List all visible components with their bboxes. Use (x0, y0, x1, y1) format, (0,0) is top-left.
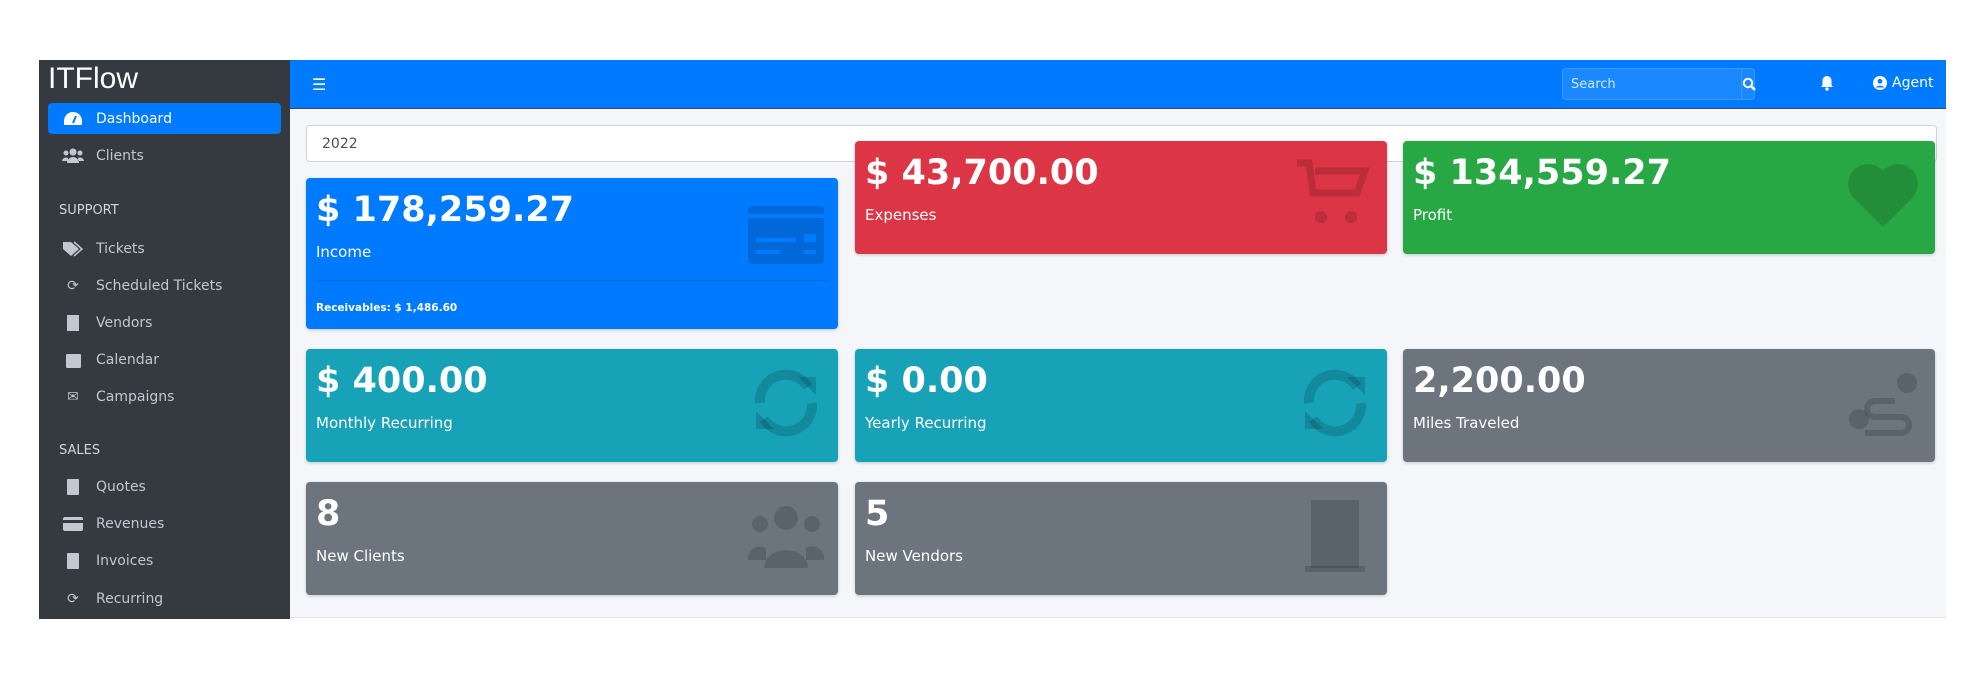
search-icon (1742, 77, 1756, 91)
user-menu[interactable]: Agent (1873, 75, 1933, 91)
route-icon (1849, 373, 1917, 436)
expenses-card[interactable]: $ 43,700.00 Expenses (855, 141, 1387, 254)
sidebar-item-label: Vendors (96, 314, 153, 331)
clients-label: New Clients (316, 547, 405, 565)
miles-card[interactable]: 2,200.00 Miles Traveled (1403, 349, 1935, 462)
sidebar-item-campaigns[interactable]: ✉ Campaigns (48, 381, 281, 412)
sidebar-item-label: Campaigns (96, 388, 175, 405)
sidebar-item-label: Invoices (96, 552, 154, 569)
yearly-card[interactable]: $ 0.00 Yearly Recurring (855, 349, 1387, 462)
yearly-label: Yearly Recurring (865, 414, 987, 432)
monthly-value: $ 400.00 (316, 361, 488, 401)
tachometer-icon (62, 111, 84, 127)
search-form (1562, 68, 1756, 100)
users-icon (62, 148, 84, 164)
heart-icon (1848, 164, 1918, 227)
vendors-label: New Vendors (865, 547, 963, 565)
calendar-icon (62, 352, 84, 368)
yearly-value: $ 0.00 (865, 361, 988, 401)
building-icon (1305, 500, 1365, 572)
sidebar-item-label: Dashboard (96, 110, 172, 127)
sidebar-item-label: Calendar (96, 351, 159, 368)
credit-card-icon (748, 206, 824, 264)
sidebar-item-dashboard[interactable]: Dashboard (48, 103, 281, 134)
hamburger-menu-icon[interactable]: ☰ (312, 75, 327, 94)
section-header-sales: SALES (59, 443, 101, 458)
top-navbar: ☰ Agent (290, 60, 1946, 109)
sidebar-item-calendar[interactable]: Calendar (48, 344, 281, 375)
shopping-cart-icon (1297, 159, 1370, 223)
users-icon (748, 506, 824, 568)
vendors-card[interactable]: 5 New Vendors (855, 482, 1387, 595)
credit-card-icon (62, 516, 84, 531)
receivables-text: Receivables: $ 1,486.60 (316, 302, 458, 314)
divider (316, 280, 828, 281)
brand-logo[interactable]: ITFlow (48, 62, 138, 95)
sidebar-item-recurring[interactable]: ⟳ Recurring (48, 583, 281, 614)
profit-card[interactable]: $ 134,559.27 Profit (1403, 141, 1935, 254)
sidebar-item-invoices[interactable]: Invoices (48, 545, 281, 576)
file-icon (62, 478, 84, 495)
income-label: Income (316, 243, 372, 261)
tags-icon (62, 240, 84, 257)
sidebar-item-label: Scheduled Tickets (96, 277, 223, 294)
miles-value: 2,200.00 (1413, 361, 1586, 401)
vendors-value: 5 (865, 494, 890, 534)
sync-icon: ⟳ (67, 590, 79, 607)
sidebar-item-clients[interactable]: Clients (48, 140, 281, 171)
envelope-icon: ✉ (67, 388, 79, 405)
income-value: $ 178,259.27 (316, 190, 574, 230)
building-icon (62, 314, 84, 331)
monthly-label: Monthly Recurring (316, 414, 453, 432)
notifications-bell-icon[interactable] (1820, 75, 1834, 95)
monthly-card[interactable]: $ 400.00 Monthly Recurring (306, 349, 838, 462)
expenses-value: $ 43,700.00 (865, 153, 1099, 193)
user-circle-icon (1873, 76, 1887, 90)
profit-value: $ 134,559.27 (1413, 153, 1671, 193)
miles-label: Miles Traveled (1413, 414, 1520, 432)
sidebar-item-label: Clients (96, 147, 144, 164)
year-select-value: 2022 (322, 135, 358, 152)
sidebar-item-revenues[interactable]: Revenues (48, 508, 281, 539)
section-header-support: SUPPORT (59, 203, 119, 218)
sync-icon (754, 369, 818, 437)
sync-icon: ⟳ (67, 277, 79, 294)
sidebar-item-tickets[interactable]: Tickets (48, 233, 281, 264)
sidebar: ITFlow Dashboard Clients SUPPORT Tickets… (39, 60, 290, 619)
search-button[interactable] (1741, 69, 1756, 99)
clients-card[interactable]: 8 New Clients (306, 482, 838, 595)
user-name: Agent (1892, 75, 1934, 91)
sidebar-item-label: Recurring (96, 590, 164, 607)
search-input[interactable] (1563, 69, 1741, 99)
sidebar-item-scheduled-tickets[interactable]: ⟳ Scheduled Tickets (48, 270, 281, 301)
sidebar-item-label: Revenues (96, 515, 165, 532)
file-invoice-dollar-icon (62, 552, 84, 569)
expenses-label: Expenses (865, 206, 937, 224)
sidebar-item-label: Tickets (96, 240, 145, 257)
income-card[interactable]: $ 178,259.27 Income Receivables: $ 1,486… (306, 178, 838, 329)
sidebar-item-quotes[interactable]: Quotes (48, 471, 281, 502)
sync-icon (1303, 369, 1367, 437)
profit-label: Profit (1413, 206, 1453, 224)
main-content: 2022⌄ $ 178,259.27 Income Receivables: $… (290, 109, 1946, 618)
clients-value: 8 (316, 494, 341, 534)
sidebar-item-label: Quotes (96, 478, 146, 495)
sidebar-item-vendors[interactable]: Vendors (48, 307, 281, 338)
